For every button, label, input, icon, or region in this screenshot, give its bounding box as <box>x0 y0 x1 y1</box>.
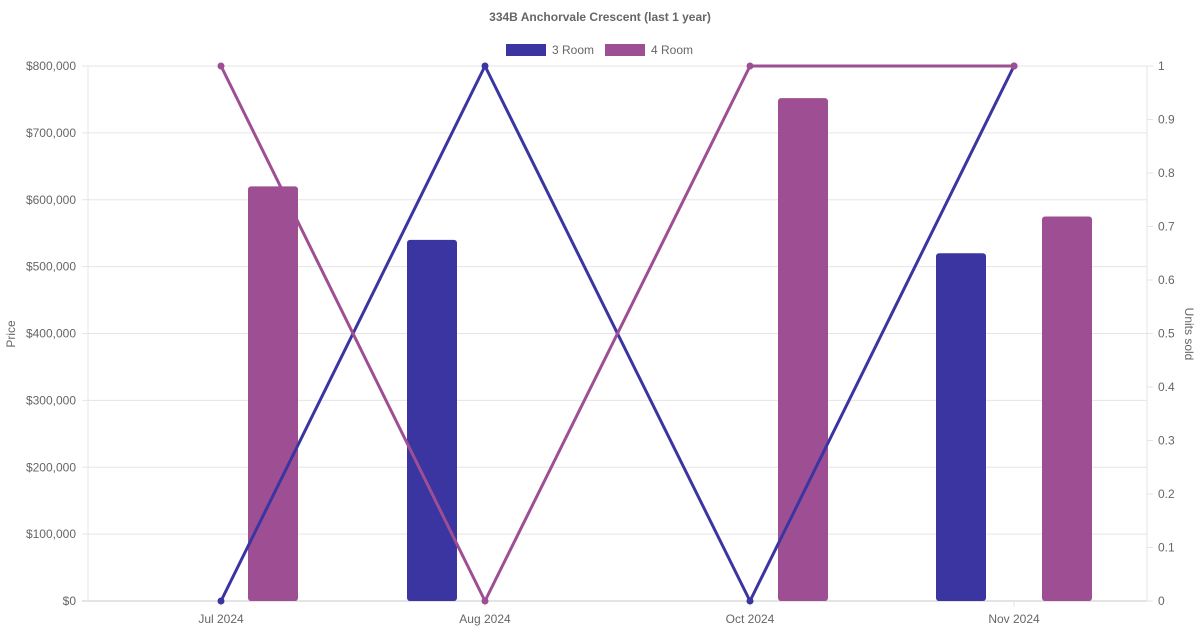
point-units-4-room <box>217 62 225 70</box>
y2-tick-label: 0.8 <box>1158 166 1175 180</box>
legend-item-3-room[interactable]: 3 Room <box>506 43 594 57</box>
bar-4-room <box>778 98 828 601</box>
legend-label-3-room: 3 Room <box>552 43 594 57</box>
bar-4-room <box>1042 216 1092 601</box>
x-tick-label: Oct 2024 <box>726 612 775 626</box>
y-tick-label: $800,000 <box>26 59 76 73</box>
y-tick-label: $500,000 <box>26 260 76 274</box>
legend-label-4-room: 4 Room <box>651 43 693 57</box>
line-units-4-room <box>219 64 1014 603</box>
bars-layer <box>248 98 1092 601</box>
chart-title: 334B Anchorvale Crescent (last 1 year) <box>489 10 711 24</box>
point-units-4-room <box>1010 62 1018 70</box>
x-tick-label: Jul 2024 <box>198 612 244 626</box>
y2-tick-label: 0.1 <box>1158 541 1175 555</box>
bar-3-room <box>936 253 986 601</box>
y2-tick-label: 0.5 <box>1158 327 1175 341</box>
y-tick-label: $200,000 <box>26 460 76 474</box>
y-tick-label: $400,000 <box>26 327 76 341</box>
y-axis-right-label: Units sold <box>1182 308 1196 361</box>
y2-tick-label: 1 <box>1158 59 1165 73</box>
y2-tick-label: 0.9 <box>1158 113 1175 127</box>
x-tick-label: Nov 2024 <box>988 612 1040 626</box>
y2-tick-label: 0.7 <box>1158 220 1175 234</box>
point-units-3-room <box>217 597 225 605</box>
y-axis-left-label: Price <box>4 320 18 348</box>
ticks-layer: $0 $100,000 $200,000 $300,000 $400,000 $500,0… <box>26 59 1175 626</box>
legend-swatch-4-room <box>605 44 645 56</box>
y2-tick-label: 0.6 <box>1158 273 1175 287</box>
point-units-4-room <box>481 597 489 605</box>
bar-4-room <box>248 186 298 601</box>
legend-swatch-3-room <box>506 44 546 56</box>
point-units-3-room <box>746 597 754 605</box>
legend: 3 Room 4 Room <box>506 43 693 57</box>
y-tick-label: $0 <box>63 594 77 608</box>
point-units-4-room <box>746 62 754 70</box>
y2-tick-label: 0.3 <box>1158 434 1175 448</box>
y-tick-label: $700,000 <box>26 126 76 140</box>
point-units-3-room <box>481 62 489 70</box>
y-tick-label: $600,000 <box>26 193 76 207</box>
y-tick-label: $100,000 <box>26 527 76 541</box>
lines-layer <box>217 62 1018 605</box>
x-tick-label: Aug 2024 <box>459 612 511 626</box>
y2-tick-label: 0.4 <box>1158 380 1175 394</box>
bar-3-room <box>407 239 457 601</box>
y2-tick-label: 0.2 <box>1158 487 1175 501</box>
y-tick-label: $300,000 <box>26 393 76 407</box>
y2-tick-label: 0 <box>1158 594 1165 608</box>
legend-item-4-room[interactable]: 4 Room <box>605 43 693 57</box>
